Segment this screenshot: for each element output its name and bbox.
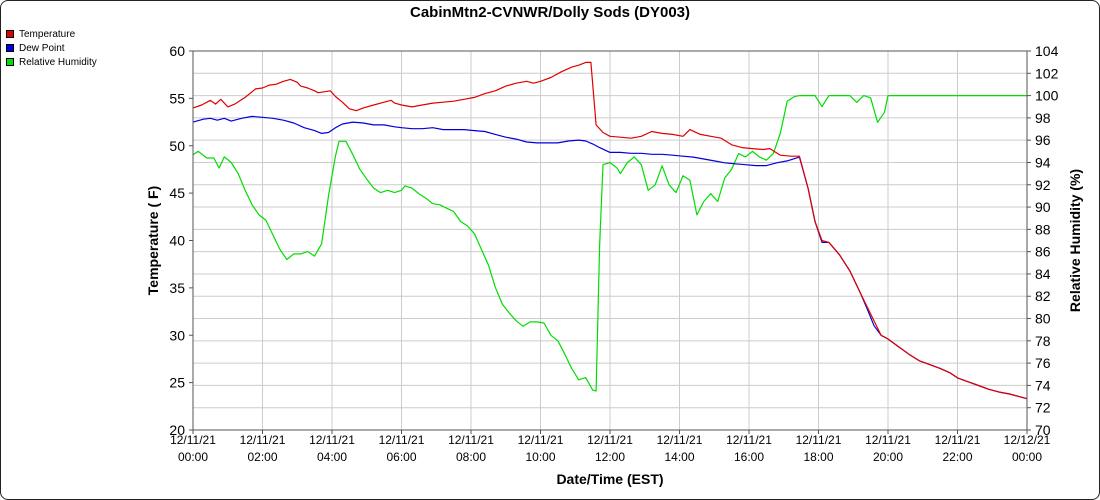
x-tick-date: 12/11/21 [726, 433, 772, 447]
legend-swatch-dew-point [6, 44, 14, 52]
y-tick-label: 25 [169, 375, 185, 391]
legend-swatch-temperature [6, 30, 14, 38]
x-tick-date: 12/12/21 [1004, 433, 1051, 447]
x-tick-date: 12/11/21 [518, 433, 564, 447]
y-tick-label: 30 [169, 327, 185, 343]
y-tick-label: 35 [169, 280, 185, 296]
legend-item-dew-point: Dew Point [6, 41, 97, 55]
y2-tick-label: 102 [1035, 65, 1059, 81]
y2-tick-label: 94 [1035, 154, 1051, 170]
y-tick-label: 55 [169, 90, 185, 106]
x-tick-time: 12:00 [595, 450, 625, 464]
x-tick-date: 12/11/21 [448, 433, 494, 447]
x-tick-time: 18:00 [803, 450, 833, 464]
x-axis-ticks: 12/11/21 00:00 12/11/21 02:00 12/11/21 04:00 1… [170, 430, 1051, 464]
chart-title: CabinMtn2-CVNWR/Dolly Sods (DY003) [409, 4, 691, 21]
legend: Temperature Dew Point Relative Humidity [6, 27, 97, 69]
x-tick-date: 12/11/21 [587, 433, 633, 447]
y2-tick-label: 90 [1035, 199, 1051, 215]
y2-tick-label: 80 [1035, 311, 1051, 327]
relative-humidity-line [192, 95, 1027, 392]
legend-label-dew-point: Dew Point [19, 42, 65, 54]
y2-tick-label: 78 [1035, 333, 1051, 349]
legend-item-relative-humidity: Relative Humidity [6, 55, 97, 69]
legend-label-relative-humidity: Relative Humidity [19, 56, 97, 68]
y2-tick-label: 100 [1035, 88, 1059, 104]
x-tick-time: 00:00 [1012, 450, 1042, 464]
y2-tick-label: 76 [1035, 355, 1051, 371]
legend-item-temperature: Temperature [6, 27, 97, 41]
x-tick-date: 12/11/21 [379, 433, 425, 447]
x-tick-time: 16:00 [734, 450, 764, 464]
y-tick-label: 45 [169, 185, 185, 201]
y-tick-label: 50 [169, 138, 185, 154]
y2-tick-label: 98 [1035, 110, 1051, 126]
x-tick-time: 10:00 [525, 450, 555, 464]
x-tick-date: 12/11/21 [935, 433, 981, 447]
grid [192, 50, 1028, 431]
x-tick-time: 00:00 [178, 450, 208, 464]
y2-tick-label: 72 [1035, 400, 1051, 416]
x-tick-date: 12/11/21 [796, 433, 842, 447]
x-tick-date: 12/11/21 [657, 433, 703, 447]
y2-tick-label: 88 [1035, 221, 1051, 237]
y-axis-label: Temperature ( F) [145, 186, 161, 295]
x-tick-time: 22:00 [942, 450, 972, 464]
x-axis-label: Date/Time (EST) [556, 471, 663, 487]
y-tick-label: 20 [169, 422, 185, 438]
y2-tick-label: 92 [1035, 177, 1051, 193]
y2-tick-label: 82 [1035, 288, 1051, 304]
legend-swatch-relative-humidity [6, 58, 14, 66]
legend-label-temperature: Temperature [19, 28, 76, 40]
x-tick-time: 04:00 [317, 450, 347, 464]
y2-tick-label: 104 [1035, 43, 1059, 59]
x-tick-date: 12/11/21 [309, 433, 355, 447]
y-tick-label: 40 [169, 233, 185, 249]
x-tick-date: 12/11/21 [865, 433, 911, 447]
y2-tick-label: 84 [1035, 266, 1051, 282]
y-axis-ticks: 20 25 30 35 40 45 50 55 60 [169, 43, 193, 438]
y2-tick-label: 86 [1035, 244, 1051, 260]
x-tick-time: 14:00 [664, 450, 694, 464]
x-tick-date: 12/11/21 [170, 433, 216, 447]
y2-tick-label: 70 [1035, 422, 1051, 438]
y2-axis-ticks: 70 72 74 76 78 80 82 84 86 88 90 92 94 96 98 100 102 104 [1027, 43, 1059, 438]
x-tick-time: 02:00 [247, 450, 277, 464]
y2-tick-label: 96 [1035, 132, 1051, 148]
x-tick-time: 06:00 [386, 450, 416, 464]
x-tick-time: 08:00 [456, 450, 486, 464]
y2-tick-label: 74 [1035, 377, 1051, 393]
y2-axis-label: Relative Humidity (%) [1067, 169, 1083, 312]
x-tick-date: 12/11/21 [240, 433, 286, 447]
x-tick-time: 20:00 [873, 450, 903, 464]
temperature-line [192, 61, 1028, 400]
series-layer [192, 61, 1028, 400]
y-tick-label: 60 [169, 43, 185, 59]
